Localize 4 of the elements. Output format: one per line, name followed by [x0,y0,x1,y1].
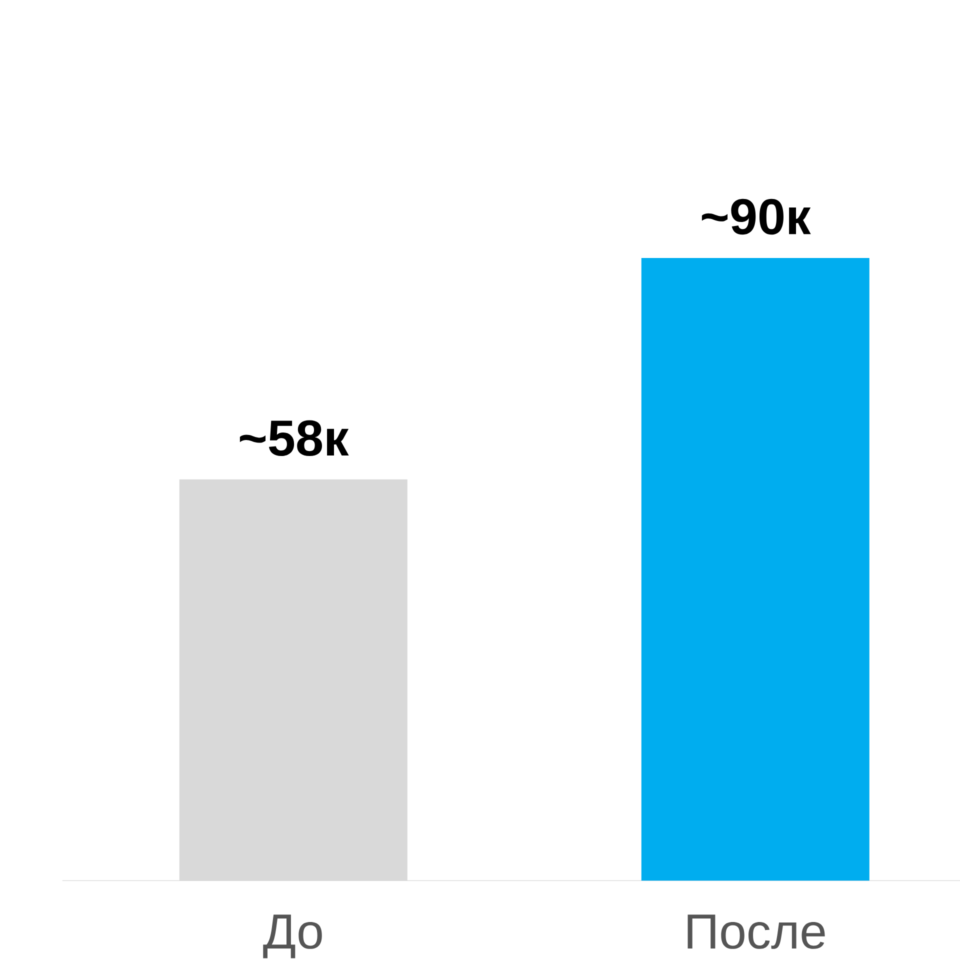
data-label: ~90к [702,198,811,235]
x-tick-label: После [688,914,825,949]
data-label: ~58к [240,420,349,456]
x-tick-label: До [263,914,322,958]
